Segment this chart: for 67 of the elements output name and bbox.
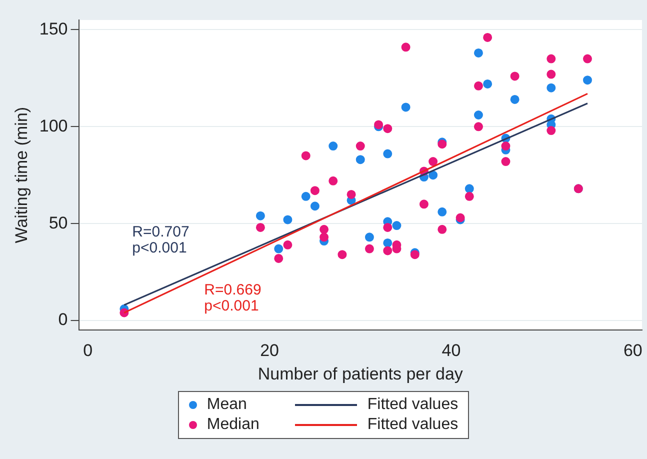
point — [546, 54, 556, 64]
point — [401, 42, 410, 52]
point — [383, 246, 392, 256]
legend-label: Mean — [206, 396, 247, 414]
legend-label: Fitted values — [367, 396, 458, 414]
x-tick-label: 60 — [623, 341, 642, 360]
point — [510, 94, 520, 104]
point — [438, 224, 447, 234]
legend-label: Median — [206, 416, 260, 434]
y-tick-label: 50 — [48, 213, 68, 232]
point — [256, 211, 265, 220]
point — [346, 190, 356, 199]
point — [364, 244, 374, 254]
point — [328, 142, 338, 151]
x-tick-label: 20 — [260, 341, 279, 360]
point — [392, 221, 402, 230]
y-axis-title: Waiting time (min) — [12, 106, 31, 244]
point — [546, 126, 556, 136]
point — [328, 176, 338, 186]
point — [256, 222, 265, 232]
point — [483, 79, 492, 88]
point — [338, 250, 347, 260]
point — [501, 157, 510, 166]
point — [464, 192, 474, 201]
point — [428, 157, 438, 166]
y-tick-label: 0 — [58, 310, 68, 330]
point — [301, 151, 310, 160]
point — [356, 155, 365, 164]
point — [401, 102, 410, 112]
x-tick-label: 40 — [442, 341, 461, 360]
point — [383, 222, 392, 232]
point — [510, 72, 520, 81]
point — [483, 32, 492, 42]
point — [428, 170, 438, 180]
point — [320, 232, 329, 242]
point — [383, 238, 392, 248]
point — [582, 54, 592, 64]
point — [474, 81, 483, 90]
x-tick-label: 0 — [83, 341, 93, 360]
x-axis-title: Number of patients per day — [258, 364, 464, 384]
point — [438, 207, 447, 216]
point — [464, 184, 474, 194]
annotation: R=0.669 p<0.001 — [204, 281, 262, 314]
point — [274, 244, 284, 254]
point — [474, 122, 483, 132]
point — [356, 142, 365, 151]
point — [310, 186, 320, 196]
point — [546, 70, 556, 79]
point — [283, 215, 292, 224]
point — [310, 202, 320, 211]
point — [383, 149, 392, 158]
point — [320, 224, 329, 234]
point — [501, 142, 510, 151]
annotation: R=0.707 p<0.001 — [132, 224, 190, 257]
legend-label: Fitted values — [367, 416, 458, 434]
y-tick-label: 100 — [39, 116, 68, 136]
point — [582, 76, 592, 85]
point — [383, 124, 392, 134]
point — [301, 192, 310, 201]
point — [474, 110, 483, 120]
point — [546, 83, 556, 92]
point — [474, 48, 483, 58]
y-tick-label: 150 — [39, 19, 68, 38]
point — [283, 240, 292, 250]
point — [274, 254, 284, 263]
point — [419, 200, 428, 209]
point — [364, 232, 374, 242]
